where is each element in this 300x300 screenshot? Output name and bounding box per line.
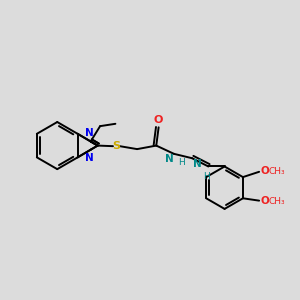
Text: N: N [85, 153, 94, 163]
Text: H: H [203, 172, 210, 181]
Text: N: N [85, 128, 94, 138]
Text: O: O [260, 166, 269, 176]
Text: CH₃: CH₃ [268, 197, 285, 206]
Text: CH₃: CH₃ [268, 167, 285, 176]
Text: N: N [165, 154, 173, 164]
Text: N: N [193, 159, 202, 169]
Text: O: O [154, 115, 163, 125]
Text: O: O [260, 196, 269, 206]
Text: H: H [178, 158, 185, 167]
Text: S: S [112, 141, 120, 151]
